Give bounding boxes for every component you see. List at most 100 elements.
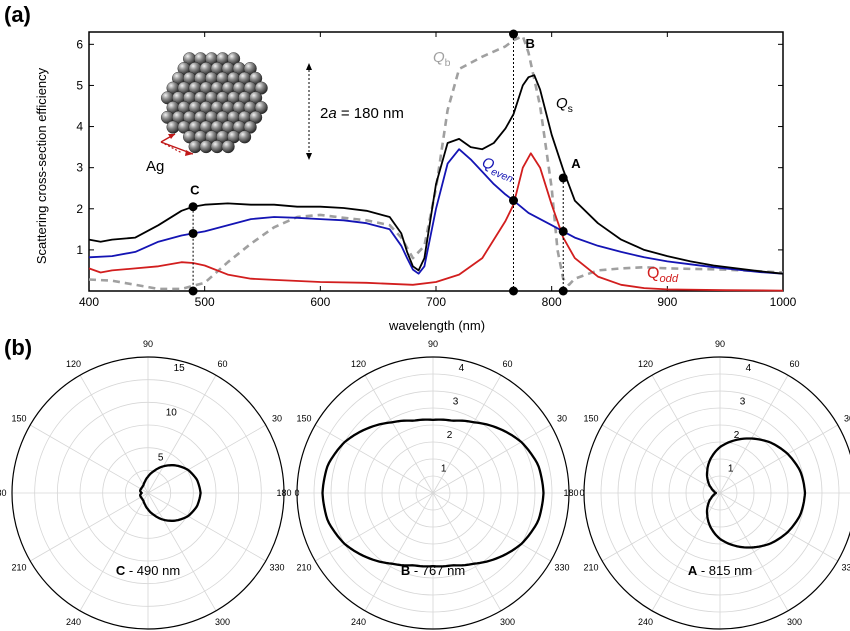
polar-outer-ring [296,356,570,630]
marker-label-c: C [190,183,200,198]
polar-angle-label: 210 [11,563,26,573]
x-axis-title: wavelength (nm) [388,318,485,333]
polar-angle-label: 150 [296,414,311,424]
polar-angle-label: 330 [555,563,570,573]
marker-point-b [508,29,518,39]
polar-angle-label: 90 [143,339,153,349]
nanoparticle-sphere [188,140,202,154]
polar-grid-spoke [364,492,434,611]
polar-grid-spoke [79,492,149,611]
polar-angle-label: 30 [557,414,567,424]
y-axis-title: Scattering cross-section efficiency [34,67,49,264]
ag-arrows-icon [160,133,194,156]
polar-angle-label: 210 [296,563,311,573]
polar-grid-spoke [719,375,789,494]
series-line-qodd [88,152,784,292]
marker-label-b: B [525,36,534,51]
x-tick-label: 900 [657,295,677,309]
marker-point-a [558,173,568,183]
marker-point-b [508,286,518,296]
polar-angle-label: 30 [844,414,850,424]
polar-outer-ring [11,356,285,630]
polar-angle-label: 30 [272,414,282,424]
series-line-qb [88,34,784,291]
polar-grid-spoke [602,492,721,562]
polar-grid-spoke [147,492,217,611]
polar-grid-spoke [432,492,551,562]
polar-data-curve [705,437,807,549]
polar-grid-spoke [30,492,149,562]
polar-data-curve [139,464,202,522]
panel-a-label: (a) [4,2,31,27]
polar-angle-label: 240 [351,617,366,627]
y-tick-label: 2 [76,202,83,216]
series-label-even: Qeven [478,154,518,186]
polar-angle-label: 330 [270,563,285,573]
marker-point-c [188,202,198,212]
nanoparticle-sphere [254,81,268,95]
nanoparticle-sphere [221,140,235,154]
polar-angle-label: 90 [715,339,725,349]
polar-radial-tick: 1 [441,464,447,475]
polar-grid-spoke [651,492,721,611]
marker-point-c [188,286,198,296]
polar-radial-tick: 1 [728,464,734,475]
polar-angle-label: 180 [563,488,578,498]
polar-caption: C - 490 nm [116,563,180,578]
polar-grid-spoke [602,424,721,494]
marker-point-a [558,286,568,296]
series-label-s: Qs [556,95,573,115]
polar-grid-spoke [719,492,838,562]
marker-label-a: A [571,156,581,171]
x-tick-label: 700 [426,295,446,309]
diameter-arrow-icon [306,63,312,160]
polar-charts: 030609012015018021024027030033051015C - … [0,339,850,630]
polar-angle-label: 60 [502,359,512,369]
polar-radial-tick: 15 [174,363,186,374]
polar-angle-label: 330 [842,563,850,573]
polar-angle-label: 300 [215,617,230,627]
polar-angle-label: 120 [351,359,366,369]
silver-nanocluster-image [160,52,268,154]
polar-angle-label: 300 [787,617,802,627]
polar-angle-label: 180 [0,488,7,498]
polar-grid-spoke [719,424,838,494]
polar-angle-label: 0 [579,488,584,498]
polar-grid-spoke [432,424,551,494]
y-tick-label: 3 [76,161,83,175]
y-tick-label: 5 [76,78,83,92]
scattering-efficiency-chart: 400 500 600 700 800 900 1000 1 2 3 4 5 6 A B C Qs Qeven Qo… [76,29,797,309]
polar-outer-ring [583,356,850,630]
polar-radial-tick: 4 [746,363,752,374]
series-label-b: Qb [433,49,451,69]
polar-grid-spoke [719,492,789,611]
polar-angle-label: 120 [66,359,81,369]
x-tick-label: 500 [195,295,215,309]
polar-radial-tick: 4 [459,363,465,374]
polar-chart-c: 030609012015018021024027030033051015C - … [0,339,300,630]
polar-data-curve [321,418,545,568]
polar-radial-tick: 2 [447,430,453,441]
marker-point-c [188,228,198,238]
polar-grid-spoke [79,375,149,494]
x-tick-label: 800 [542,295,562,309]
polar-radial-tick: 5 [158,452,164,463]
x-tick-label: 600 [310,295,330,309]
polar-grid-spoke [651,375,721,494]
polar-radial-tick: 10 [166,408,178,419]
series-line-qeven [88,148,784,275]
polar-angle-label: 150 [583,414,598,424]
series-label-odd: Qodd [647,265,679,285]
polar-grid-spoke [364,375,434,494]
panel-b-label: (b) [4,335,32,360]
marker-point-b [508,196,518,206]
polar-angle-label: 60 [217,359,227,369]
polar-grid-spoke [147,375,217,494]
polar-grid-spoke [147,424,266,494]
polar-grid-spoke [30,424,149,494]
series-line-qs [88,74,784,275]
nanoparticle-sphere [254,101,268,115]
polar-grid-spoke [315,492,434,562]
polar-radial-tick: 2 [734,430,740,441]
